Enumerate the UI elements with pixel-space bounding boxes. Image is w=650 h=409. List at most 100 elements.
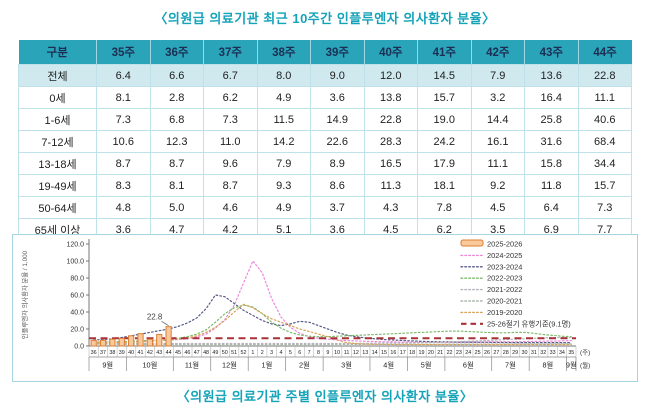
table-cell: 15.7 bbox=[577, 174, 632, 197]
week-unit-label: (주) bbox=[580, 349, 590, 357]
line-2021-2022 bbox=[93, 336, 572, 345]
legend-label: 2024-2025 bbox=[487, 251, 522, 260]
week-tick-label: 26 bbox=[484, 350, 490, 356]
legend: 2025-2026 2024-2025 2023-2024 2022-2023 2021… bbox=[460, 239, 571, 328]
col-header-week: 35주 bbox=[96, 40, 150, 65]
table-cell: 7.3 bbox=[203, 108, 258, 131]
y-tick-label: 60.0 bbox=[70, 292, 84, 299]
month-label: 7월 bbox=[505, 361, 516, 370]
week-tick-label: 33 bbox=[550, 350, 556, 356]
annotation-text: 22.8 bbox=[147, 313, 163, 322]
table-cell: 7.9 bbox=[470, 64, 525, 87]
table-cell: 40.6 bbox=[577, 108, 632, 131]
week-tick-label: 9 bbox=[326, 350, 329, 356]
line-2020-2021 bbox=[93, 343, 572, 346]
table-cell: 9.2 bbox=[470, 174, 525, 197]
table-cell: 8.7 bbox=[96, 152, 151, 175]
month-label: 8월 bbox=[543, 361, 554, 370]
table-cell: 13.6 bbox=[524, 64, 579, 87]
week-tick-label: 10 bbox=[334, 350, 340, 356]
week-tick-label: 20 bbox=[428, 350, 434, 356]
col-header-week: 41주 bbox=[417, 40, 471, 65]
table-cell: 34.4 bbox=[577, 152, 632, 175]
table-title: 〈의원급 의료기관 최근 10주간 인플루엔자 의사환자 분율〉 bbox=[154, 11, 496, 26]
week-tick-label: 36 bbox=[91, 350, 97, 356]
line-2023-2024 bbox=[93, 294, 572, 344]
y-tick-label: 100.0 bbox=[66, 258, 84, 265]
row-label: 1-6세 bbox=[18, 108, 97, 131]
table-cell: 28.3 bbox=[363, 130, 418, 153]
week-tick-label: 21 bbox=[437, 350, 443, 356]
legend-swatch-bar bbox=[460, 239, 484, 247]
bar-week bbox=[128, 335, 135, 347]
col-header-group: 구분 bbox=[18, 40, 97, 65]
table-cell: 6.7 bbox=[203, 64, 258, 87]
month-label: 9월 bbox=[102, 361, 113, 370]
chart-box: 0.0 20.0 40.0 60.0 80.0 100.0 120.0 인플루엔자 의사환자 … bbox=[12, 234, 638, 382]
table-row: 50-64세 4.8 5.0 4.6 4.9 3.7 4.3 7.8 4.5 6.4 7.3 bbox=[18, 196, 632, 219]
chart-title: 〈의원급 의료기관 주별 인플루엔자 의사환자 분율〉 bbox=[176, 389, 474, 404]
table-cell: 3.6 bbox=[310, 86, 365, 109]
line-2019-2020 bbox=[93, 303, 572, 346]
legend-label: 25-26절기 유행기준(9.1명) bbox=[487, 319, 571, 328]
week-tick-label: 52 bbox=[241, 350, 247, 356]
table-cell: 11.3 bbox=[363, 174, 418, 197]
week-tick-label: 3 bbox=[270, 350, 273, 356]
legend-label: 2025-2026 bbox=[487, 240, 522, 249]
x-axis-labels: 36 37 38 39 40 41 42 43 44 45 46 47 48 49 50 51 52 1 2 3 4 5 6… bbox=[88, 346, 590, 371]
week-tick-label: 24 bbox=[465, 350, 471, 356]
table-body: 전체 6.4 6.6 6.7 8.0 9.0 12.0 14.5 7.9 13.6 22.8 0세 8.… bbox=[18, 64, 632, 242]
table-cell: 9.6 bbox=[203, 152, 258, 175]
week-tick-label: 5 bbox=[289, 350, 292, 356]
bar-week bbox=[90, 339, 97, 347]
table-row: 19-49세 8.3 8.1 8.7 9.3 8.6 11.3 18.1 9.2 11.8 15.7 bbox=[18, 174, 632, 197]
y-tick-label: 40.0 bbox=[70, 309, 84, 316]
bar-week bbox=[146, 338, 153, 347]
month-label: 3월 bbox=[341, 361, 352, 370]
table-cell: 14.2 bbox=[256, 130, 311, 153]
table-cell: 5.0 bbox=[149, 196, 204, 219]
table-cell: 2.8 bbox=[149, 86, 204, 109]
table-cell: 7.3 bbox=[577, 196, 632, 219]
legend-label: 2022-2023 bbox=[487, 274, 522, 283]
table-cell: 4.9 bbox=[256, 86, 311, 109]
table-cell: 6.4 bbox=[96, 64, 151, 87]
table-cell: 6.4 bbox=[524, 196, 579, 219]
bar-week bbox=[165, 326, 172, 347]
week-tick-label: 25 bbox=[475, 350, 481, 356]
row-label: 13-18세 bbox=[18, 152, 97, 175]
ili-age-table: 구분 35주 36주 37주 38주 39주 40주 41주 42주 43주 44주 전체 6.4 6.… bbox=[18, 40, 632, 243]
month-label: 9월 bbox=[566, 361, 577, 370]
table-cell: 11.1 bbox=[470, 152, 525, 175]
week-tick-label: 29 bbox=[512, 350, 518, 356]
week-tick-label: 43 bbox=[156, 350, 162, 356]
legend-label: 2019-2020 bbox=[487, 308, 522, 317]
row-label: 50-64세 bbox=[18, 196, 97, 219]
week-tick-label: 8 bbox=[317, 350, 320, 356]
week-tick-label: 39 bbox=[119, 350, 125, 356]
table-cell: 7.9 bbox=[256, 152, 311, 175]
table-cell: 8.7 bbox=[203, 174, 258, 197]
week-tick-label: 12 bbox=[353, 350, 359, 356]
table-cell: 11.5 bbox=[256, 108, 311, 131]
week-tick-label: 48 bbox=[203, 350, 209, 356]
col-header-week: 39주 bbox=[310, 40, 364, 65]
col-header-week: 44주 bbox=[577, 40, 632, 65]
week-tick-label: 40 bbox=[128, 350, 134, 356]
annotation-peak: 22.8 bbox=[147, 313, 169, 326]
table-cell: 12.3 bbox=[149, 130, 204, 153]
week-tick-label: 22 bbox=[447, 350, 453, 356]
table-cell: 4.5 bbox=[470, 196, 525, 219]
col-header-week: 37주 bbox=[203, 40, 257, 65]
y-axis-title: 인플루엔자 의사환자 분율 / 1,000 bbox=[20, 250, 29, 339]
week-tick-label: 13 bbox=[362, 350, 368, 356]
table-cell: 7.3 bbox=[96, 108, 151, 131]
table-cell: 16.4 bbox=[524, 86, 579, 109]
month-label: 5월 bbox=[421, 361, 432, 370]
week-tick-label: 45 bbox=[175, 350, 181, 356]
col-header-week: 36주 bbox=[149, 40, 204, 65]
table-cell: 11.0 bbox=[203, 130, 258, 153]
week-tick-label: 2 bbox=[261, 350, 264, 356]
table-cell: 12.0 bbox=[363, 64, 418, 87]
table-cell: 6.8 bbox=[149, 108, 204, 131]
